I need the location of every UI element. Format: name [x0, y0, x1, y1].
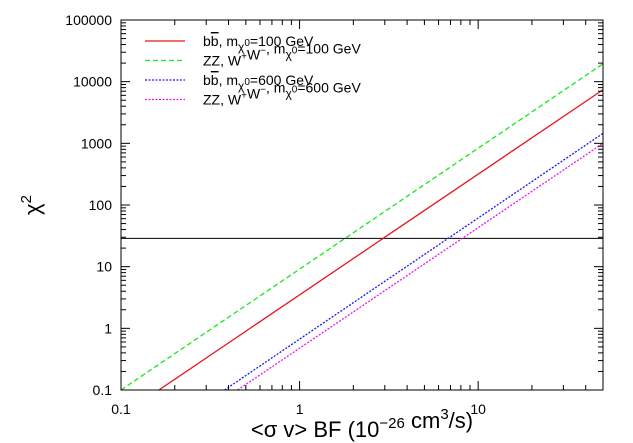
- y-tick-label: 10000: [73, 74, 112, 90]
- axis-titles: χ2 <σ v> BF (10−26 cm3/s): [18, 195, 473, 442]
- x-tick-label: 1: [296, 401, 304, 417]
- series-line-2: [121, 63, 603, 390]
- x-tick-label: 0.1: [111, 401, 131, 417]
- legend-label-2: ZZ, W+W−, mχ0=100 GeV: [203, 41, 361, 69]
- legend-label-3: bb, mχ0=600 GeV: [203, 72, 314, 93]
- y-tick-label: 10: [96, 259, 112, 275]
- series-line-1: [158, 89, 603, 390]
- y-tick-label: 0.1: [93, 382, 113, 398]
- series-line-3: [224, 132, 603, 390]
- y-tick-label: 1: [104, 320, 112, 336]
- legend-label-1: bb, mχ0=100 GeV: [203, 33, 314, 54]
- y-axis-title: χ2: [18, 195, 45, 215]
- tick-layer: 0.1 1 10 0.1 1 10 100 1000 10000 100000: [65, 12, 604, 417]
- data-layer: [121, 63, 603, 390]
- legend-label-4: ZZ, W+W−, mχ0=600 GeV: [203, 80, 361, 108]
- x-axis-title: <σ v> BF (10−26 cm3/s): [251, 406, 473, 442]
- y-tick-label: 100000: [65, 12, 112, 28]
- x-tick-label: 10: [470, 401, 486, 417]
- y-tick-label: 100: [89, 197, 113, 213]
- y-tick-label: 1000: [81, 135, 112, 151]
